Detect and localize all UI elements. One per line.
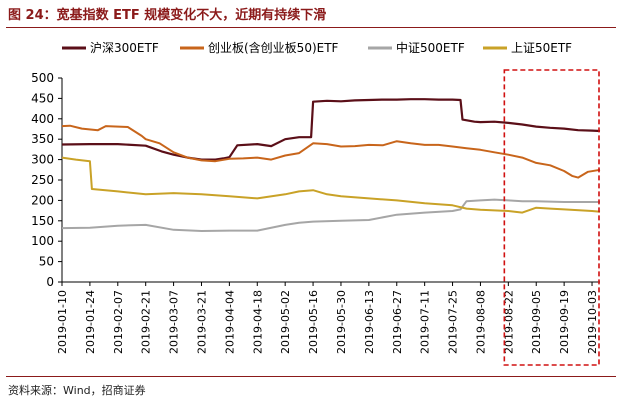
x-tick-label: 2019-07-25 xyxy=(447,290,460,354)
x-tick-label: 2019-03-21 xyxy=(195,290,208,354)
y-tick-label: 50 xyxy=(39,255,54,269)
legend-label: 中证500ETF xyxy=(396,40,465,55)
y-tick-label: 0 xyxy=(46,275,54,289)
y-tick-label: 250 xyxy=(31,173,54,187)
x-tick-label: 2019-05-02 xyxy=(279,290,292,354)
x-tick-label: 2019-03-07 xyxy=(168,290,181,354)
x-tick-label: 2019-05-30 xyxy=(335,290,348,354)
source-note: 资料来源：Wind，招商证券 xyxy=(8,384,146,397)
x-tick-label: 2019-10-03 xyxy=(586,290,599,354)
y-tick-label: 300 xyxy=(31,153,54,167)
y-tick-label: 200 xyxy=(31,193,54,207)
highlight-box xyxy=(503,69,600,366)
chart-title: 图 24：宽基指数 ETF 规模变化不大，近期有持续下滑 xyxy=(8,8,327,23)
y-tick-label: 500 xyxy=(31,71,54,85)
x-tick-label: 2019-01-10 xyxy=(56,290,69,354)
x-tick-label: 2019-09-05 xyxy=(530,290,543,354)
title-divider xyxy=(6,27,616,28)
legend-label: 创业板(含创业板50)ETF xyxy=(208,40,339,55)
x-tick-label: 2019-07-11 xyxy=(419,290,432,354)
x-tick-label: 2019-04-04 xyxy=(223,290,236,354)
series-line xyxy=(61,124,601,179)
series-line xyxy=(61,156,601,214)
y-tick-label: 350 xyxy=(31,132,54,146)
y-tick-label: 150 xyxy=(31,214,54,228)
footer-divider xyxy=(6,376,616,377)
x-tick-label: 2019-02-07 xyxy=(112,290,125,354)
y-tick-label: 400 xyxy=(31,112,54,126)
highlight-overlay xyxy=(503,69,600,366)
y-tick-label: 100 xyxy=(31,234,54,248)
x-tick-label: 2019-08-08 xyxy=(474,290,487,354)
axes: 0 50 100 150 200 250 300 350 400 450 500 2019-01-10… xyxy=(31,71,600,354)
series-line xyxy=(61,198,600,232)
x-tick-label: 2019-08-22 xyxy=(502,290,515,354)
series-layer xyxy=(61,98,601,232)
x-tick-label: 2019-09-19 xyxy=(558,290,571,354)
series-line xyxy=(61,98,601,161)
y-tick-label: 450 xyxy=(31,91,54,105)
x-tick-label: 2019-06-13 xyxy=(363,290,376,354)
x-tick-label: 2019-01-24 xyxy=(84,290,97,354)
x-tick-label: 2019-05-16 xyxy=(307,290,320,354)
x-tick-label: 2019-06-27 xyxy=(391,290,404,354)
legend-label: 沪深300ETF xyxy=(90,41,159,55)
x-tick-label: 2019-04-18 xyxy=(251,290,264,354)
legend: 沪深300ETF 创业板(含创业板50)ETF 中证500ETF 上证50ETF xyxy=(62,40,572,55)
x-tick-label: 2019-02-21 xyxy=(140,290,153,354)
legend-label: 上证50ETF xyxy=(511,41,572,55)
